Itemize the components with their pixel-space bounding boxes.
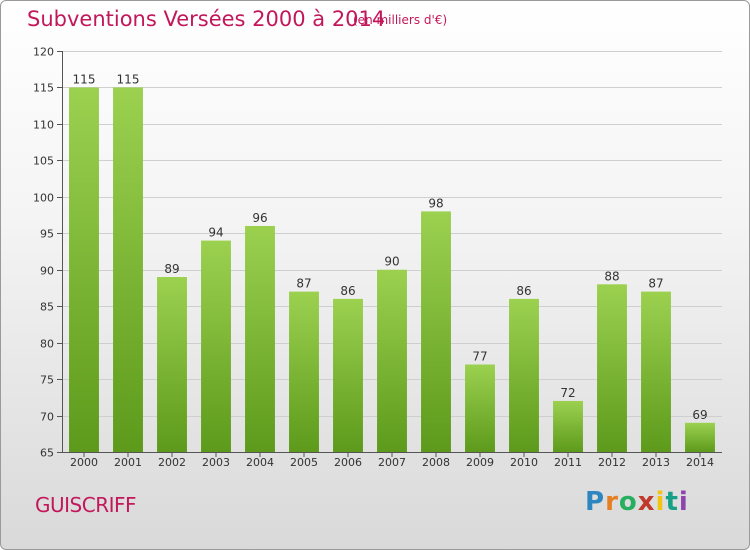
x-tick-label: 2006 — [334, 456, 362, 469]
bar-value-label: 87 — [296, 277, 311, 291]
bar — [377, 269, 407, 452]
chart-title: Subventions Versées 2000 à 2014 — [27, 7, 386, 31]
bar-value-label: 86 — [340, 284, 355, 298]
bar — [69, 87, 99, 453]
bar — [113, 87, 143, 453]
y-tick-label: 115 — [33, 82, 54, 95]
y-tick-label: 85 — [40, 301, 54, 314]
x-tick-label: 2003 — [202, 456, 230, 469]
bar-value-label: 98 — [428, 196, 443, 210]
commune-name: GUISCRIFF — [35, 493, 137, 517]
bar — [245, 225, 275, 452]
bar — [421, 211, 451, 452]
x-tick-label: 2011 — [554, 456, 582, 469]
bar — [553, 400, 583, 452]
x-tick-label: 2014 — [686, 456, 714, 469]
x-tick-label: 2010 — [510, 456, 538, 469]
y-tick-label: 110 — [33, 119, 54, 132]
x-tick-label: 2001 — [114, 456, 142, 469]
bar-value-label: 96 — [252, 211, 267, 225]
bar-value-label: 88 — [604, 269, 619, 283]
bar — [333, 298, 363, 452]
y-tick-label: 105 — [33, 155, 54, 168]
logo-letter: o — [618, 487, 638, 517]
x-tick-label: 2009 — [466, 456, 494, 469]
bar — [509, 298, 539, 452]
bar-value-label: 77 — [472, 350, 487, 364]
logo-letter: P — [585, 487, 606, 517]
bar — [201, 240, 231, 452]
bar-value-label: 90 — [384, 255, 399, 269]
x-tick-label: 2002 — [158, 456, 186, 469]
bar-value-label: 86 — [516, 284, 531, 298]
bar-value-label: 72 — [560, 386, 575, 400]
bar-value-label: 89 — [164, 262, 179, 276]
y-tick-label: 90 — [40, 265, 54, 278]
bar-value-label: 94 — [208, 226, 223, 240]
x-tick-label: 2007 — [378, 456, 406, 469]
y-tick-label: 95 — [40, 228, 54, 241]
bar — [157, 277, 187, 452]
bar-value-label: 69 — [692, 408, 707, 422]
bar — [641, 291, 671, 452]
bar-value-label: 115 — [73, 72, 96, 86]
logo-letter: r — [605, 487, 619, 517]
y-tick-label: 100 — [33, 192, 54, 205]
y-tick-label: 120 — [33, 46, 54, 59]
x-tick-label: 2013 — [642, 456, 670, 469]
bar-value-label: 115 — [117, 72, 140, 86]
x-tick-label: 2005 — [290, 456, 318, 469]
y-tick-label: 70 — [40, 411, 54, 424]
logo-letter: i — [655, 487, 666, 517]
proxiti-logo[interactable]: Proxiti — [585, 487, 689, 517]
x-tick-label: 2000 — [70, 456, 98, 469]
y-tick-label: 65 — [40, 447, 54, 460]
x-tick-label: 2012 — [598, 456, 626, 469]
y-tick-label: 75 — [40, 374, 54, 387]
logo-letter: x — [637, 487, 656, 517]
chart-subtitle: (en milliers d'€) — [353, 13, 448, 27]
x-tick-label: 2008 — [422, 456, 450, 469]
x-tick-label: 2004 — [246, 456, 274, 469]
bar — [597, 284, 627, 452]
logo-letter: i — [678, 487, 689, 517]
bar — [465, 364, 495, 452]
bar — [685, 422, 715, 452]
bar-value-label: 87 — [648, 277, 663, 291]
logo-letter: t — [665, 487, 679, 517]
y-tick-label: 80 — [40, 338, 54, 351]
bar — [289, 291, 319, 452]
